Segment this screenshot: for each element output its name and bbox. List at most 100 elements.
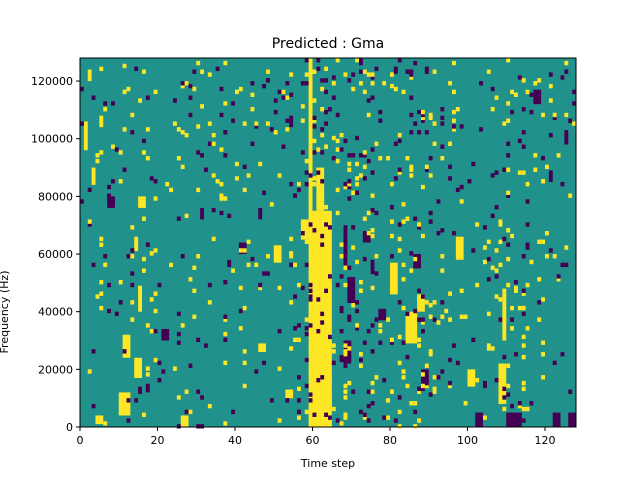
heatmap-cell xyxy=(250,107,255,112)
heatmap-cell xyxy=(417,222,421,227)
heatmap-cell xyxy=(130,317,135,322)
heatmap-cell xyxy=(366,210,371,216)
heatmap-cell xyxy=(91,262,96,268)
heatmap-cell xyxy=(362,230,371,243)
heatmap-cell xyxy=(572,121,576,126)
heatmap-cell xyxy=(130,225,135,230)
heatmap-cell xyxy=(529,109,534,115)
heatmap-cell xyxy=(424,363,429,368)
heatmap-cell xyxy=(273,130,278,135)
heatmap-cell xyxy=(440,144,445,149)
heatmap-cell xyxy=(103,421,108,426)
heatmap-cell xyxy=(134,398,139,403)
heatmap-cell xyxy=(126,254,131,259)
heatmap-cell xyxy=(479,127,483,132)
heatmap-cell xyxy=(355,176,359,181)
heatmap-cell xyxy=(308,323,313,328)
heatmap-cell xyxy=(235,89,239,95)
heatmap-cell xyxy=(413,121,418,126)
heatmap-cell xyxy=(378,340,383,345)
heatmap-cell xyxy=(366,403,371,409)
heatmap-cell xyxy=(471,248,476,253)
heatmap-cell xyxy=(405,216,410,221)
heatmap-cell xyxy=(339,254,344,259)
heatmap-cell xyxy=(339,132,344,138)
heatmap-cell xyxy=(297,415,301,420)
heatmap-cell xyxy=(266,254,270,259)
heatmap-cell xyxy=(331,135,336,141)
heatmap-cell xyxy=(304,239,309,244)
heatmap-cell xyxy=(211,207,216,213)
heatmap-cell xyxy=(254,262,259,268)
heatmap-cell xyxy=(254,124,259,129)
heatmap-cell xyxy=(223,337,228,343)
heatmap-cell xyxy=(343,349,348,354)
heatmap-cell xyxy=(262,83,266,89)
heatmap-cell xyxy=(308,222,313,227)
heatmap-cell xyxy=(343,72,348,77)
heatmap-cell xyxy=(312,124,317,129)
heatmap-cell xyxy=(417,317,421,322)
heatmap-cell xyxy=(514,279,518,285)
heatmap-cell xyxy=(436,230,441,236)
heatmap-cell xyxy=(99,66,104,72)
heatmap-cell xyxy=(355,323,359,328)
heatmap-cell xyxy=(207,403,212,409)
heatmap-cell xyxy=(99,236,104,242)
heatmap-cell xyxy=(304,170,309,175)
heatmap-cell xyxy=(142,412,146,417)
heatmap-cell xyxy=(421,328,425,334)
heatmap-cell xyxy=(405,311,418,344)
heatmap-cell xyxy=(390,205,394,210)
heatmap-cell xyxy=(424,66,429,72)
heatmap-cell xyxy=(285,398,290,403)
heatmap-cell xyxy=(545,164,549,170)
heatmap-cell xyxy=(401,262,406,268)
heatmap-cell xyxy=(176,156,181,161)
heatmap-cell xyxy=(568,193,573,198)
heatmap-cell xyxy=(452,109,456,115)
heatmap-cell xyxy=(250,256,255,262)
heatmap-cell xyxy=(506,167,511,172)
heatmap-cell xyxy=(397,138,402,144)
heatmap-cell xyxy=(397,360,402,366)
heatmap-cell xyxy=(196,389,201,394)
heatmap-cell xyxy=(506,228,511,233)
heatmap-cell xyxy=(521,305,526,311)
heatmap-cell xyxy=(273,109,278,115)
heatmap-cell xyxy=(138,98,142,103)
heatmap-cell xyxy=(324,121,328,126)
heatmap-cell xyxy=(517,305,522,311)
heatmap-cell xyxy=(424,380,429,386)
heatmap-cell xyxy=(510,317,514,322)
heatmap-cell xyxy=(552,412,561,427)
heatmap-cell xyxy=(421,233,425,239)
heatmap-cell xyxy=(409,69,414,74)
heatmap-cell xyxy=(448,141,452,146)
heatmap-cell xyxy=(362,69,367,74)
heatmap-cell xyxy=(285,389,294,399)
heatmap-cell xyxy=(297,375,301,380)
heatmap-cell xyxy=(436,199,441,204)
heatmap-cell xyxy=(486,346,491,351)
heatmap-cell xyxy=(424,69,429,74)
heatmap-cell xyxy=(537,239,542,244)
heatmap-cell xyxy=(370,81,375,86)
heatmap-cell xyxy=(370,95,375,100)
heatmap-cell xyxy=(413,256,418,262)
heatmap-cell xyxy=(370,170,375,175)
heatmap-cell xyxy=(421,112,425,118)
heatmap-cell xyxy=(312,372,317,377)
y-tick-label: 0 xyxy=(66,421,73,434)
heatmap-cell xyxy=(289,300,294,305)
heatmap-cell xyxy=(180,81,185,86)
heatmap-cell xyxy=(490,107,495,112)
heatmap-cell xyxy=(374,66,379,72)
heatmap-cell xyxy=(521,254,526,259)
heatmap-cell xyxy=(343,265,348,270)
heatmap-cell xyxy=(130,248,135,253)
heatmap-cell xyxy=(397,334,402,340)
heatmap-cell xyxy=(366,98,371,103)
heatmap-cell xyxy=(289,72,294,77)
heatmap-cell xyxy=(510,89,514,95)
